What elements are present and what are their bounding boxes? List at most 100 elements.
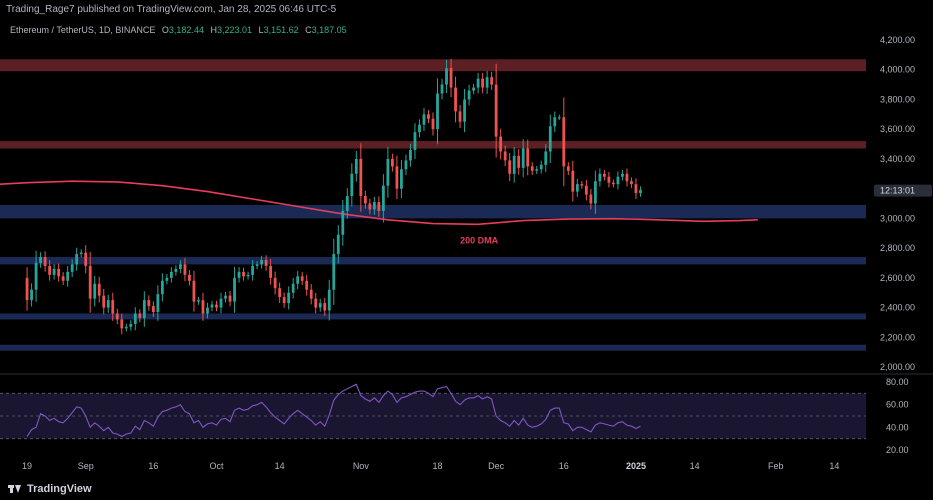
candle-body [418,124,421,133]
candle-body [580,184,584,186]
candle-body [88,265,92,299]
candle-body [169,271,173,278]
candle-body [521,148,525,168]
candle-body [445,68,448,85]
candle-body [386,158,390,186]
candle-body [526,148,530,167]
time-tick-label: 19 [22,461,32,471]
candle-body [557,117,561,119]
high-label: H [210,25,217,35]
time-axis[interactable]: 19 Sep 16 Oct 14 Nov 18 Dec 16 2025 14 Feb 14 [22,461,839,471]
tradingview-logo-icon [8,484,22,494]
candle-body [179,264,182,269]
candle-body [57,268,61,277]
candle-body [427,114,430,119]
time-tick-label: 18 [433,461,443,471]
time-tick-label: Nov [353,461,370,471]
price-tick-label: 3,000.00 [880,213,915,223]
candle-body [575,184,579,192]
candle-body [102,295,106,308]
candle-body [160,280,164,295]
candle-body [485,77,489,88]
candle-body [368,203,372,210]
price-tick-label: 2,200.00 [880,332,915,342]
candle-body [115,313,119,320]
candle-body [372,202,376,210]
candle-body [215,304,218,308]
resistance-zone-1 [0,141,866,149]
candle-body [494,84,498,137]
candle-body [476,78,480,88]
candle-body [66,271,70,281]
rsi-tick-label: 80.00 [886,377,909,387]
close-value: 3,187.05 [311,25,347,35]
candle-body [634,184,638,194]
candle-body [201,300,205,314]
high-value: 3,223.01 [216,25,253,35]
time-tick-label: 14 [829,461,839,471]
candle-body [391,158,394,167]
open-value: 3,182.44 [168,25,204,35]
ma-label: 200 DMA [460,236,499,246]
candle-body [111,300,115,314]
ma-200-line [0,180,758,226]
candle-body [206,307,209,314]
candle-body [25,277,29,301]
candle-body [133,313,137,324]
tradingview-brand[interactable]: TradingView [8,483,92,495]
close-label: C [305,25,312,35]
candle-body [449,68,453,88]
price-tick-label: 4,000.00 [880,65,915,75]
candle-body [151,306,155,313]
candle-body [377,202,381,211]
candle-body [562,117,566,167]
candle-body [43,257,47,266]
symbol-legend: Ethereum / TetherUS, 1D, BINANCE O3,182.… [10,25,347,35]
candle-body [309,289,313,299]
candle-body [566,166,570,171]
time-tick-label: Sep [78,461,94,471]
candle-body [251,265,254,275]
price-tick-label: 3,600.00 [880,124,915,134]
low-label: L [258,25,264,35]
time-tick-label: 16 [148,461,158,471]
time-tick-label: Dec [488,461,505,471]
candle-body [336,234,340,255]
candle-body [224,295,227,299]
support-zone-4 [0,313,866,320]
candle-body [607,176,611,183]
resistance-zone-0 [0,59,866,72]
candle-body [39,257,42,263]
rsi-tick-label: 40.00 [886,422,909,432]
candle-body [548,126,552,152]
candle-body [350,173,354,197]
candle-body [589,194,593,204]
symbol-title[interactable]: Ethereum / TetherUS, 1D, BINANCE [10,25,156,35]
candle-body [318,303,322,308]
candle-body [129,323,133,327]
candle-body [264,259,268,266]
price-axis[interactable]: 4,200.00 4,000.00 3,800.00 3,600.00 3,400.00… [874,35,932,372]
candle-body [440,84,444,94]
candle-body [602,173,606,177]
candle-body [156,294,160,313]
price-tick-label: 2,600.00 [880,273,915,283]
time-tick-label: Feb [768,461,784,471]
candle-body [242,271,245,277]
candle-body [291,283,295,293]
candle-body [314,298,318,308]
candle-body [503,151,507,161]
price-tick-label: 2,400.00 [880,303,915,313]
candle-body [553,117,557,127]
price-tick-label: 2,800.00 [880,243,915,253]
candle-body [481,78,485,88]
candle-body [210,304,214,308]
candle-body [539,164,543,170]
low-value: 3,151.62 [263,25,299,35]
candle-body [93,283,97,299]
candle-body [625,173,629,182]
candle-body [75,254,79,265]
candle-body [499,136,503,152]
candle-body [490,77,494,85]
time-tick-label: 2025 [626,461,646,471]
